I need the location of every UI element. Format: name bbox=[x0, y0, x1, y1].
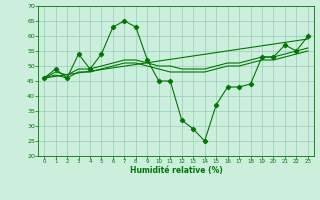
X-axis label: Humidité relative (%): Humidité relative (%) bbox=[130, 166, 222, 175]
